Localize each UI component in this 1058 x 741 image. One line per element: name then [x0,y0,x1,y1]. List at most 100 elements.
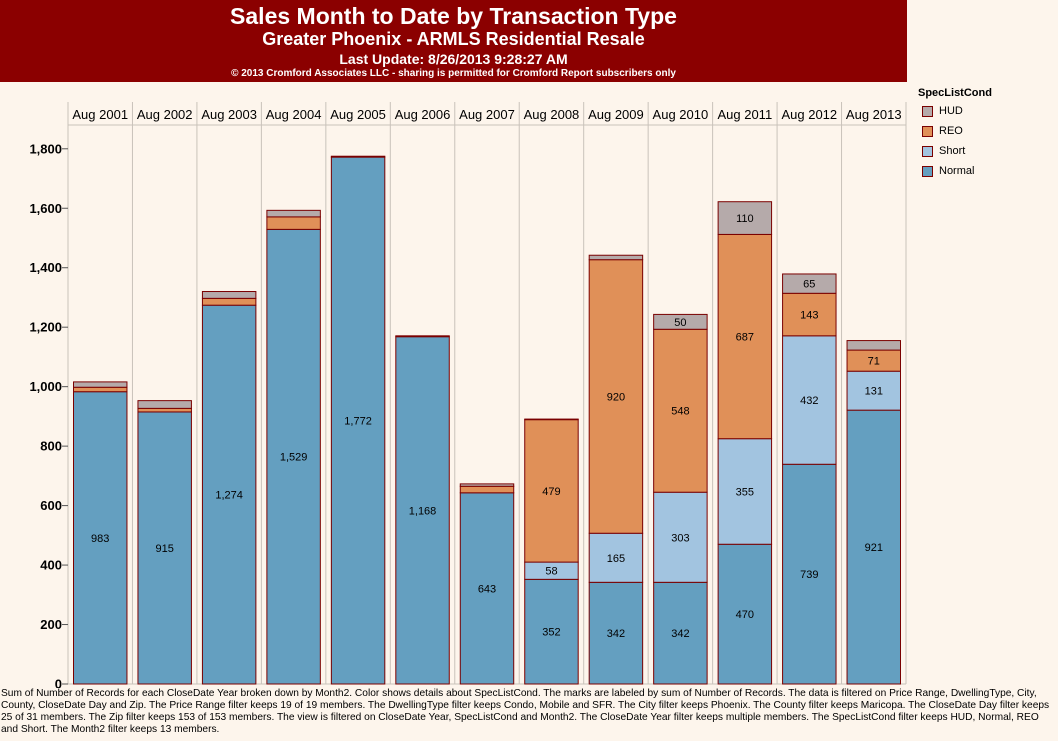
copyright-notice: © 2013 Cromford Associates LLC - sharing… [231,68,676,79]
category-label: Aug 2004 [266,107,322,122]
bar-segment-short [588,532,644,583]
chart-title: Sales Month to Date by Transaction Type [230,3,677,29]
bar-segment-normal [588,581,644,685]
data-label: 470 [736,609,754,621]
legend-swatch [922,105,933,117]
legend-swatch [922,125,933,137]
data-label: 165 [607,553,625,565]
data-label: 432 [800,395,818,407]
category-label: Aug 2010 [653,107,709,122]
bar-segment-hud [653,313,708,330]
y-tick-label: 1,800 [29,141,62,156]
bar-segment-short [653,491,708,583]
data-label: 921 [865,542,883,554]
legend-item-hud: HUD [918,101,1053,121]
bar-segment-hud [524,418,579,421]
data-label: 920 [607,391,625,403]
chart-header: Sales Month to Date by Transaction Type … [0,0,907,82]
data-label: 143 [800,310,818,322]
data-label: 342 [671,628,689,640]
bar-segment-hud [137,400,192,409]
data-label: 1,168 [409,505,437,517]
category-label: Aug 2001 [72,107,128,122]
data-label: 1,274 [215,490,243,502]
data-label: 915 [156,543,174,555]
bar-segment-normal [846,409,901,685]
category-label: Aug 2012 [781,107,837,122]
bar-segment-reo [201,297,257,306]
stacked-bar-chart: 0 200 400 600 800 1,000 1,200 1,400 1,600 1,800 Au… [29,102,907,689]
bar-segment-normal [459,492,515,685]
y-tick-label: 1,600 [29,201,62,216]
bar-segment-normal [717,543,773,685]
category-label: Aug 2007 [459,107,515,122]
legend-label: REO [939,125,963,137]
y-tick-label: 1,400 [29,260,62,275]
data-label: 352 [542,627,560,639]
bar-segment-normal [653,581,708,685]
y-tick-label: 200 [40,617,62,632]
legend-label: Normal [939,165,975,177]
legend-label: HUD [939,105,963,117]
footnote: Sum of Number of Records for each CloseD… [1,688,1050,735]
bar-segment-hud [588,254,644,261]
data-label: 71 [868,356,880,368]
legend-label: Short [939,145,966,157]
chart-subtitle: Greater Phoenix - ARMLS Residential Resa… [262,29,645,49]
bar-segment-hud [395,335,450,338]
category-label: Aug 2013 [846,107,902,122]
legend-swatch [922,145,933,157]
category-label: Aug 2009 [588,107,644,122]
bar-segment-hud [201,291,257,299]
legend-item-reo: REO [918,121,1053,141]
bar-segment-hud [459,483,515,487]
data-label: 342 [607,628,625,640]
data-label: 58 [545,566,557,578]
bar-segment-reo [73,386,128,393]
bar-segment-short [717,438,773,545]
data-label: 739 [800,569,818,581]
bar-segment-hud [330,155,386,158]
data-label: 983 [91,533,109,545]
bar-segment-normal [330,156,386,685]
legend-item-short: Short [918,141,1053,161]
bar-segment-normal [73,391,128,685]
data-label: 131 [865,386,883,398]
bar-segment-reo [459,485,515,494]
data-label: 65 [803,279,815,291]
legend-swatch [922,165,933,177]
last-update: Last Update: 8/26/2013 9:28:27 AM [339,51,568,67]
legend-title: SpecListCond [918,87,992,99]
category-label: Aug 2006 [395,107,451,122]
data-label: 643 [478,583,496,595]
bar-segment-hud [782,273,837,294]
bar-segment-hud [73,381,128,388]
bar-segment-normal [137,411,192,685]
bar-segment-reo [782,292,837,337]
bar-segment-normal [395,336,450,685]
category-label: Aug 2002 [137,107,193,122]
bar-segment-reo [266,216,321,230]
bar-segment-normal [782,463,837,685]
bar-segment-reo [524,419,579,563]
y-tick-label: 1,000 [29,379,62,394]
y-tick-label: 0 [55,677,62,689]
data-label: 687 [736,332,754,344]
data-label: 1,772 [344,416,372,428]
bar-segment-reo [137,407,192,413]
data-label: 110 [736,213,754,225]
category-label: Aug 2005 [330,107,386,122]
data-label: 303 [671,532,689,544]
y-tick-label: 1,200 [29,320,62,335]
bar-segment-normal [266,228,321,685]
data-label: 548 [671,406,689,418]
bar-segment-hud [717,201,773,235]
y-tick-label: 800 [40,439,62,454]
category-label: Aug 2003 [201,107,257,122]
category-label: Aug 2008 [524,107,580,122]
bar-segment-reo [588,259,644,534]
data-label: 50 [674,317,686,329]
legend: SpecListCond HUD REO Short Normal [918,86,1053,181]
bar-segment-hud [846,340,901,351]
data-label: 479 [542,486,560,498]
